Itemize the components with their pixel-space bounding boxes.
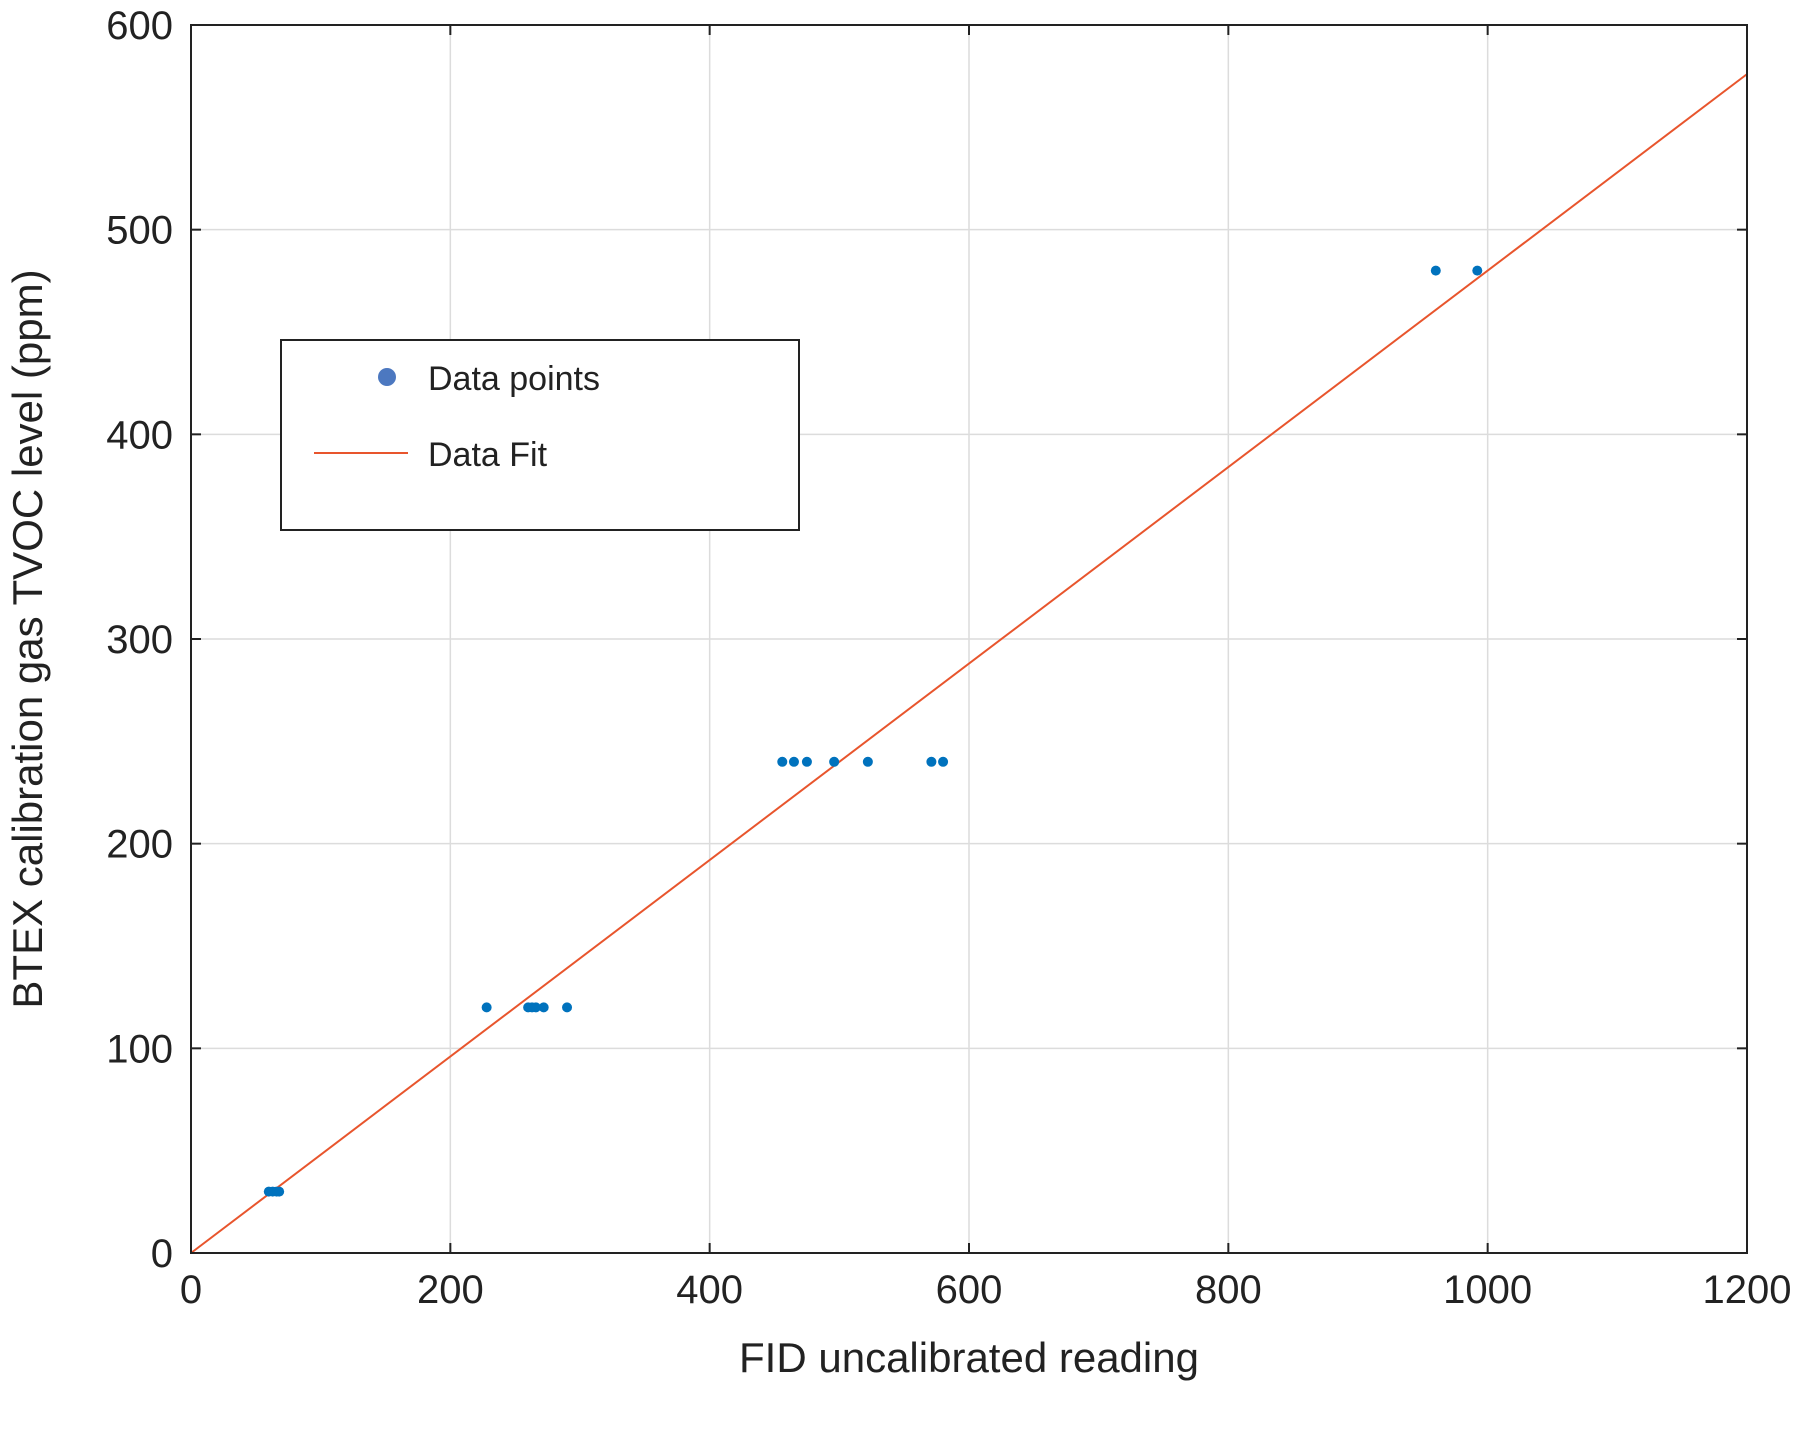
data-point xyxy=(938,756,949,767)
data-point xyxy=(1430,265,1441,276)
x-tick-label: 0 xyxy=(180,1268,202,1312)
legend-label-data-points: Data points xyxy=(428,360,600,398)
data-point xyxy=(801,756,812,767)
legend-label-data-fit: Data Fit xyxy=(428,436,548,474)
data-point xyxy=(538,1002,549,1013)
y-tick-label: 300 xyxy=(106,618,173,662)
data-point xyxy=(481,1002,492,1013)
y-tick-label: 100 xyxy=(106,1027,173,1071)
x-tick-label: 600 xyxy=(936,1268,1003,1312)
data-point xyxy=(788,756,799,767)
y-tick-label: 600 xyxy=(106,4,173,48)
plot-area xyxy=(190,73,1748,1254)
x-tick-label: 1200 xyxy=(1703,1268,1792,1312)
x-tick-label: 400 xyxy=(676,1268,743,1312)
data-point xyxy=(926,756,937,767)
y-tick-label: 500 xyxy=(106,209,173,253)
legend-box xyxy=(280,339,800,531)
legend: Data points Data Fit xyxy=(280,339,800,531)
data-point xyxy=(274,1186,285,1197)
legend-marker-data-points xyxy=(378,368,396,386)
data-point xyxy=(829,756,840,767)
y-tick-label: 400 xyxy=(106,413,173,457)
data-point xyxy=(562,1002,573,1013)
y-axis-title: BTEX calibration gas TVOC level (ppm) xyxy=(4,269,51,1008)
data-point xyxy=(777,756,788,767)
fit-line xyxy=(190,73,1748,1254)
y-tick-label: 0 xyxy=(151,1232,173,1276)
axes-frame xyxy=(190,24,1748,1254)
x-tick-label: 1000 xyxy=(1443,1268,1532,1312)
tick-labels: 0 200 400 600 800 1000 1200 0 100 200 300 400 500 600 xyxy=(106,4,1791,1312)
data-point xyxy=(1472,265,1483,276)
data-point xyxy=(530,1002,541,1013)
x-tick-label: 800 xyxy=(1195,1268,1262,1312)
x-tick-label: 200 xyxy=(417,1268,484,1312)
y-tick-label: 200 xyxy=(106,823,173,867)
x-axis-title: FID uncalibrated reading xyxy=(739,1334,1199,1381)
data-point xyxy=(862,756,873,767)
